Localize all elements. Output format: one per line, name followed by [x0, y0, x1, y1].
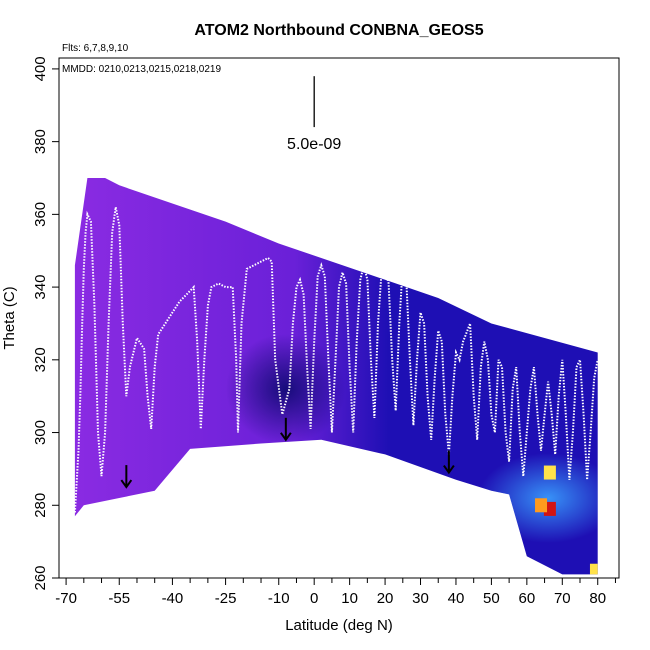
x-tick-label-3: -25 [215, 590, 237, 607]
y-tick-label-2: 300 [32, 420, 49, 445]
y-tick-label-4: 340 [32, 275, 49, 300]
dark-core-region [225, 333, 346, 444]
hot-spots [535, 465, 598, 575]
hot-spot-2 [535, 498, 548, 513]
x-tick-label-10: 50 [483, 590, 500, 607]
y-tick-label-3: 320 [32, 347, 49, 372]
hot-spot-3 [589, 563, 598, 575]
x-tick-label-11: 60 [519, 590, 536, 607]
flight-track [73, 206, 599, 513]
y-axis: 260 280 300 320 340 360 380 400 [32, 56, 59, 591]
x-tick-label-0: -70 [55, 590, 77, 607]
x-tick-label-4: -10 [268, 590, 290, 607]
x-tick-label-9: 40 [448, 590, 465, 607]
x-tick-label-8: 30 [412, 590, 429, 607]
hot-spot-0 [543, 465, 556, 480]
arrows [120, 417, 455, 489]
scale-value: 5.0e-09 [287, 136, 341, 153]
y-tick-label-7: 400 [32, 56, 49, 81]
x-tick-label-1: -55 [108, 590, 130, 607]
flights-annotation: Flts: 6,7,8,9,10 [62, 43, 129, 54]
chart-title: ATOM2 Northbound CONBNA_GEOS5 [194, 22, 483, 39]
x-tick-label-12: 70 [554, 590, 571, 607]
x-tick-label-6: 10 [341, 590, 358, 607]
y-tick-label-5: 360 [32, 202, 49, 227]
y-tick-label-6: 380 [32, 129, 49, 154]
y-tick-label-0: 260 [32, 565, 49, 590]
x-tick-label-5: 0 [310, 590, 318, 607]
plot-frame [58, 57, 620, 579]
arrow-0 [120, 465, 133, 489]
x-tick-label-7: 20 [377, 590, 394, 607]
y-axis-label: Theta (C) [1, 286, 18, 349]
x-axis: -70 -55 -40 -25 -10 0 10 20 30 40 50 60 70 80 [55, 578, 616, 607]
x-tick-label-2: -40 [162, 590, 184, 607]
x-tick-label-13: 80 [589, 590, 606, 607]
curtain-field [74, 178, 598, 575]
dates-annotation: MMDD: 0210,0213,0215,0218,0219 [62, 64, 221, 75]
x-axis-label: Latitude (deg N) [285, 617, 393, 634]
y-tick-label-1: 280 [32, 493, 49, 518]
arrow-1 [280, 417, 292, 442]
arrow-2 [443, 450, 455, 475]
